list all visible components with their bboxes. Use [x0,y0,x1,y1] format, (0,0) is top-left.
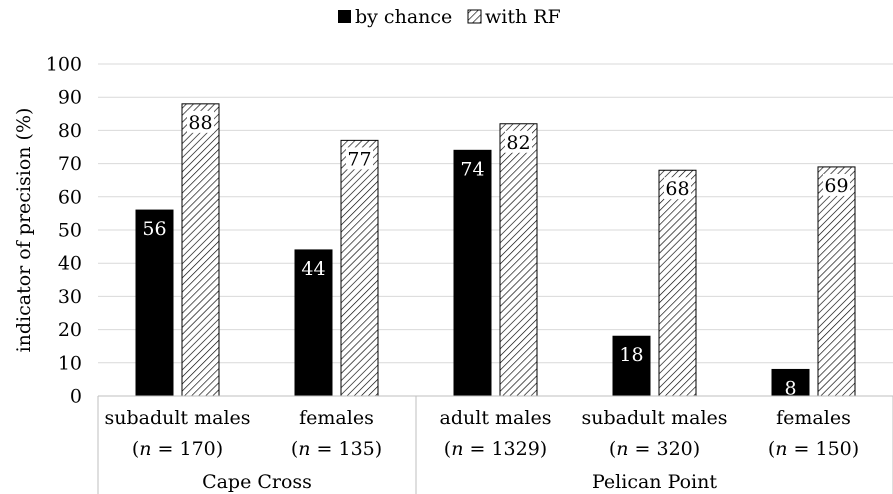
data-label: 69 [824,175,848,197]
x-tick-label: subadult males [581,407,727,429]
x-tick-label: subadult males [104,407,250,429]
data-label: 74 [460,158,484,180]
x-tick-label: adult males [440,407,552,429]
bar [453,149,492,397]
group-label: Cape Cross [202,471,312,493]
x-tick-sample-size: (n = 170) [132,438,223,460]
data-label: 68 [665,178,689,200]
data-label-background [505,130,532,153]
data-label: 77 [347,148,371,170]
data-label: 88 [188,112,212,134]
y-tick-label: 30 [58,286,82,308]
legend-label-with-rf: with RF [485,6,561,28]
data-label: 18 [619,344,643,366]
bar [340,139,379,397]
x-tick-sample-size: (n = 150) [768,438,859,460]
bar [817,166,856,397]
gridlines [98,63,893,364]
y-tick-label: 0 [70,386,82,408]
x-tick-sample-size: (n = 135) [291,438,382,460]
bar [135,209,174,397]
bar [181,103,220,397]
y-tick-label: 90 [58,87,82,109]
bar [294,249,333,397]
x-tick-sample-size: (n = 1329) [444,438,547,460]
data-label-background [823,173,850,196]
y-axis-label: indicator of precision (%) [13,108,35,353]
y-tick-label: 50 [58,220,82,242]
y-tick-label: 80 [58,120,82,142]
data-label-background [346,147,373,170]
x-tick-sample-size: (n = 320) [609,438,700,460]
group-label: Pelican Point [592,471,717,493]
data-label-background [664,177,691,200]
data-label: 8 [784,377,796,399]
bar [499,123,538,397]
data-label: 44 [301,258,325,280]
x-tick-label: females [299,407,374,429]
legend-swatch-with-rf [467,9,482,24]
y-tick-label: 100 [46,54,82,76]
data-label-background [187,110,214,133]
data-label: 82 [506,132,530,154]
y-tick-label: 20 [58,319,82,341]
y-tick-label: 70 [58,153,82,175]
legend: by chance with RF [338,6,561,28]
legend-label-by-chance: by chance [355,6,452,28]
x-tick-label: females [776,407,851,429]
bar [771,368,810,397]
y-axis-ticks: 0 10 20 30 40 50 60 70 80 90 100 [46,54,82,408]
data-label: 56 [142,218,166,240]
y-tick-label: 10 [58,352,82,374]
x-axis: subadult males (n = 170) females (n = 135) a… [97,395,893,494]
bar [658,169,697,397]
legend-swatch-by-chance [338,10,351,23]
y-tick-label: 60 [58,186,82,208]
y-tick-label: 40 [58,253,82,275]
